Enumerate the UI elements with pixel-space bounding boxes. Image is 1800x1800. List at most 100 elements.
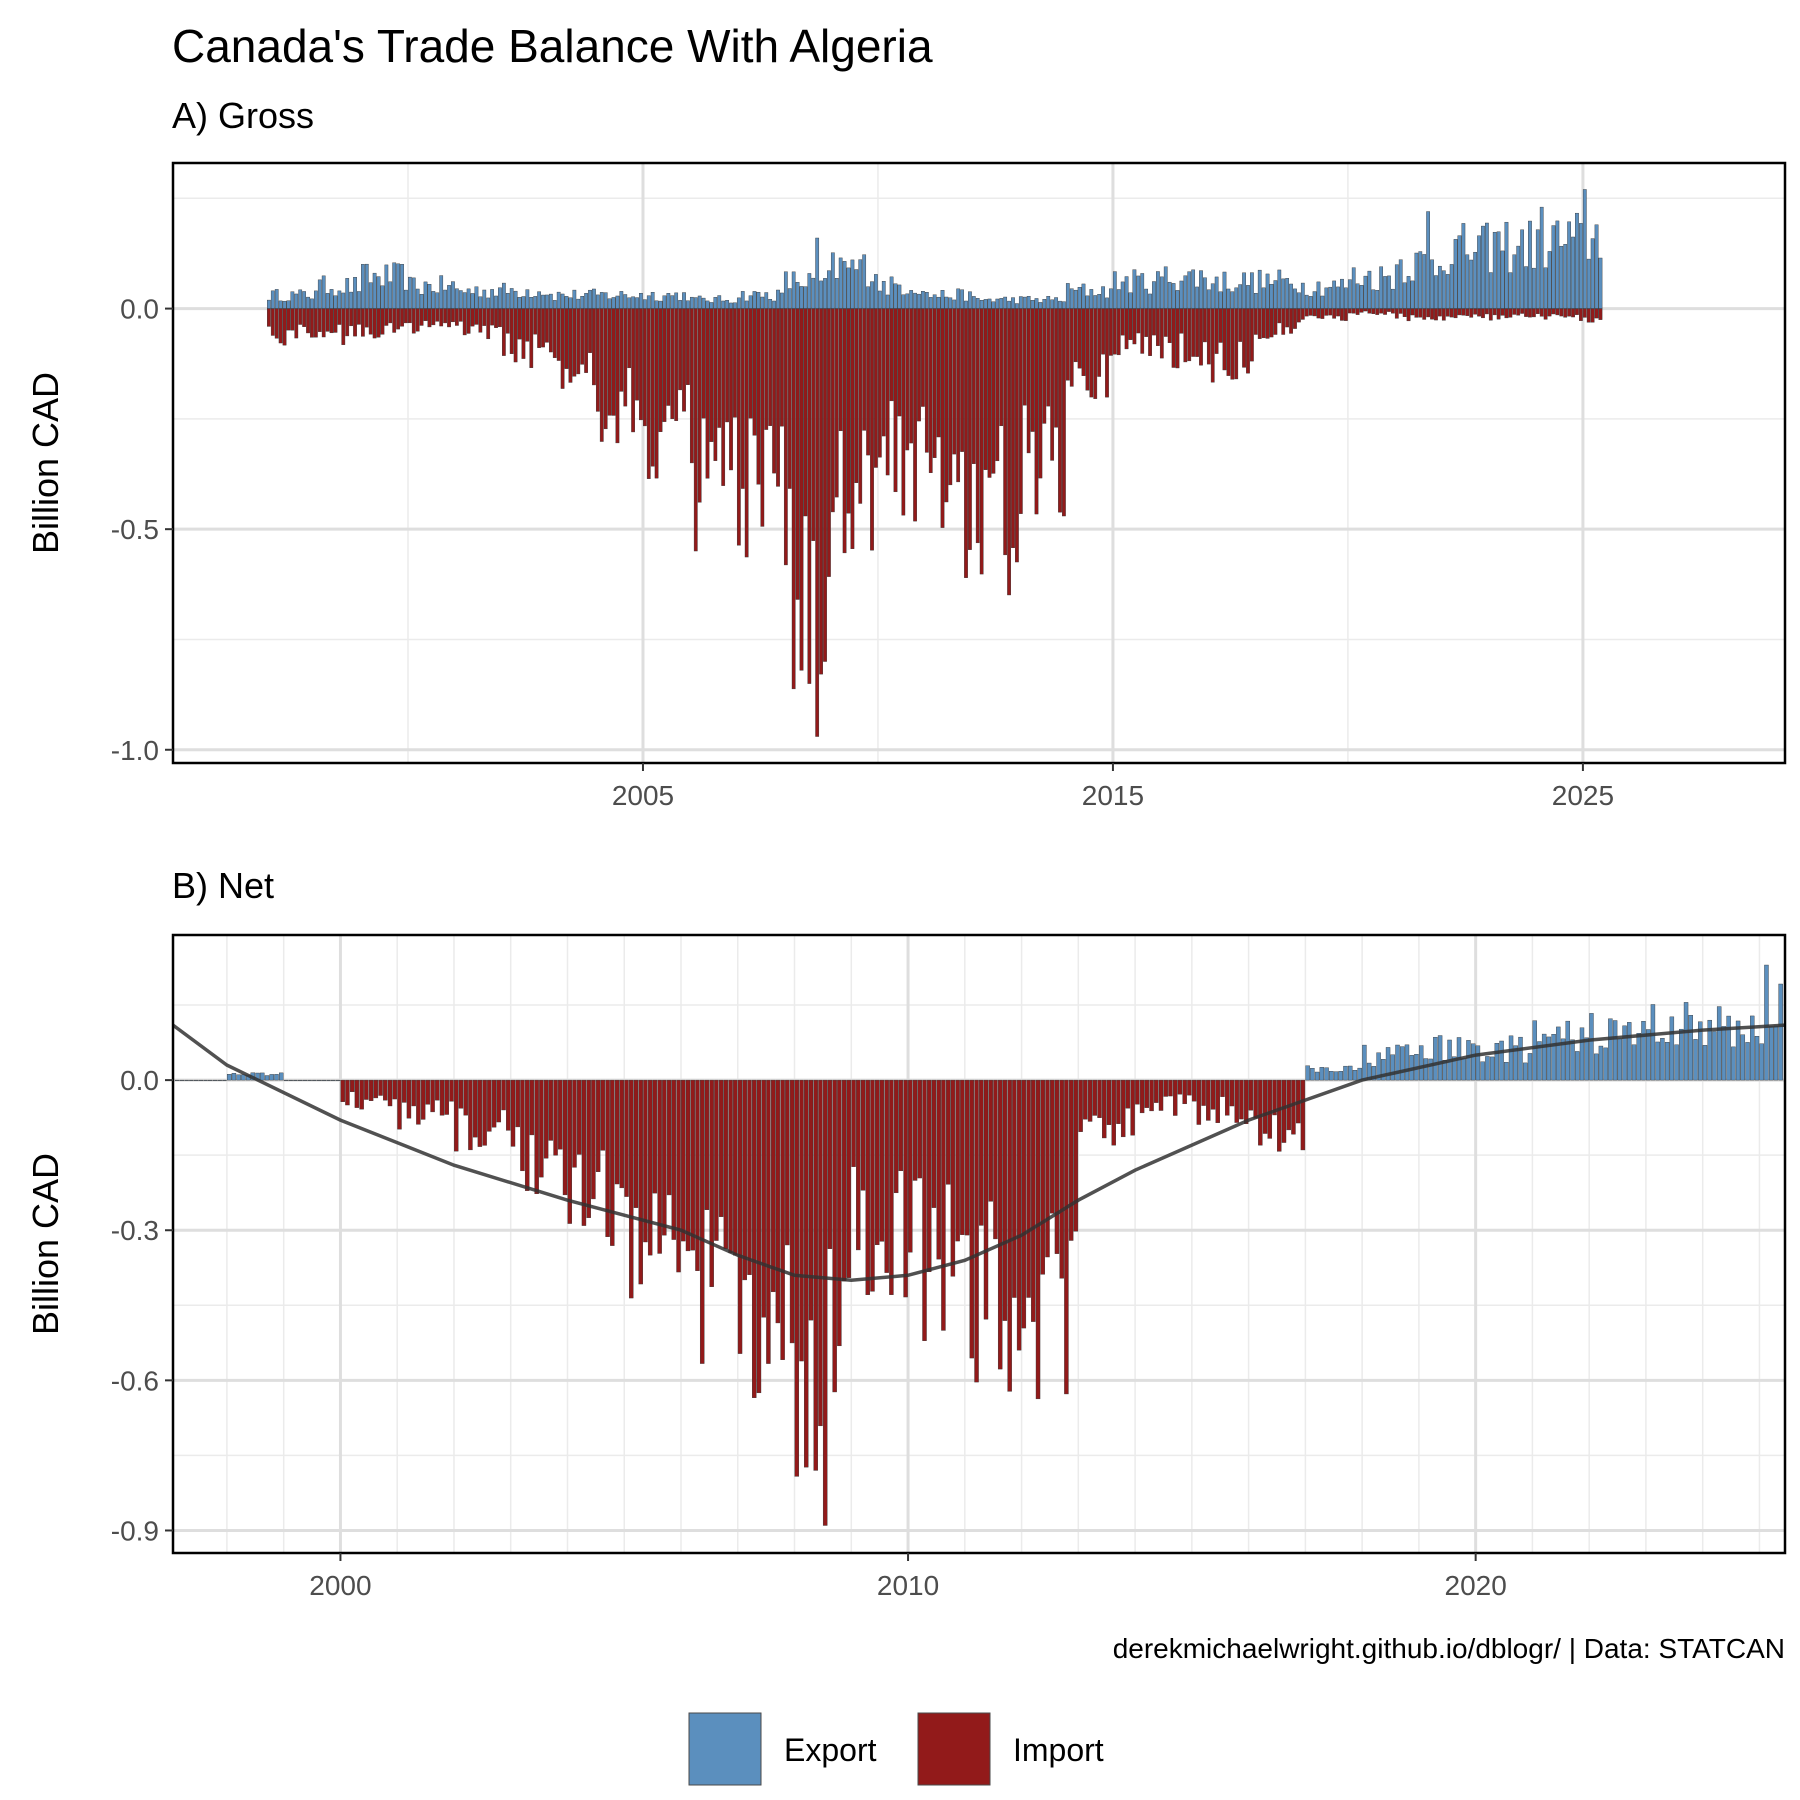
- import-bar: [1218, 308, 1223, 343]
- export-bar: [408, 276, 412, 309]
- export-bar: [462, 292, 467, 309]
- net-export-bar: [193, 1079, 199, 1081]
- net-import-bar: [383, 1079, 388, 1101]
- net-export-bar: [1593, 1053, 1599, 1081]
- import-bar: [400, 308, 404, 327]
- export-bar: [580, 296, 585, 309]
- export-bar: [552, 300, 557, 309]
- import-bar: [701, 308, 706, 419]
- export-bar: [764, 292, 769, 309]
- import-bar: [384, 308, 389, 326]
- export-bar: [1543, 267, 1548, 309]
- net-export-bar: [1655, 1041, 1660, 1081]
- net-import-bar: [548, 1079, 554, 1141]
- import-bar: [306, 308, 310, 334]
- import-bar: [1214, 308, 1219, 354]
- net-import-bar: [851, 1079, 856, 1167]
- net-import-bar: [1258, 1079, 1263, 1146]
- export-bar: [1273, 280, 1278, 309]
- net-export-bar: [1712, 1031, 1717, 1081]
- net-import-bar: [709, 1079, 714, 1287]
- net-export-bar: [1575, 1051, 1580, 1081]
- net-import-bar: [430, 1079, 435, 1113]
- import-bar: [646, 308, 651, 479]
- export-bar: [1387, 275, 1391, 309]
- export-bar: [921, 291, 925, 309]
- export-bar: [1234, 287, 1239, 309]
- import-bar: [956, 308, 961, 483]
- export-bar: [364, 263, 369, 309]
- import-bar: [1465, 308, 1470, 316]
- import-bar: [411, 308, 416, 334]
- export-bar: [513, 290, 518, 309]
- import-bar: [439, 308, 444, 327]
- net-import-bar: [671, 1079, 677, 1240]
- import-bar: [736, 308, 741, 546]
- import-bar: [1179, 308, 1184, 334]
- export-bar: [1308, 296, 1313, 309]
- y-tick-label: -0.3: [111, 1215, 159, 1246]
- net-import-bar: [676, 1079, 681, 1273]
- export-bar: [1473, 251, 1477, 309]
- import-bar: [1222, 308, 1227, 371]
- import-bar: [1069, 308, 1074, 387]
- import-bar: [1269, 308, 1274, 338]
- net-export-bar: [1433, 1036, 1438, 1081]
- export-bar: [1253, 293, 1258, 309]
- import-bar: [1402, 308, 1407, 317]
- export-bar: [1300, 282, 1305, 309]
- export-bar: [333, 295, 338, 309]
- net-import-bar: [1120, 1079, 1126, 1138]
- import-bar: [447, 308, 451, 328]
- export-bar: [1128, 292, 1133, 309]
- net-import-bar: [572, 1079, 577, 1168]
- export-bar: [1250, 272, 1254, 309]
- export-bar: [674, 292, 679, 309]
- export-bar: [987, 298, 992, 309]
- import-bar: [478, 308, 483, 333]
- export-bar: [498, 287, 502, 309]
- export-bar: [1461, 223, 1466, 309]
- export-bar: [815, 237, 820, 309]
- net-import-bar: [1243, 1079, 1249, 1124]
- net-export-bar: [1645, 1029, 1651, 1081]
- net-import-bar: [903, 1079, 908, 1298]
- export-bar: [1304, 294, 1309, 309]
- export-bar: [396, 263, 400, 309]
- export-bar: [1148, 293, 1152, 309]
- net-export-bar: [1608, 1018, 1613, 1081]
- net-import-bar: [1130, 1079, 1135, 1136]
- import-bar: [1156, 308, 1160, 346]
- net-export-bar: [1461, 1058, 1466, 1081]
- export-bar: [278, 300, 283, 309]
- net-import-bar: [846, 1079, 852, 1278]
- export-bar: [584, 293, 588, 309]
- net-import-bar: [979, 1079, 984, 1226]
- import-bar: [819, 308, 823, 675]
- net-export-bar: [1603, 1047, 1608, 1081]
- import-bar: [1112, 308, 1117, 355]
- export-bar: [975, 298, 980, 309]
- export-bar: [337, 290, 342, 309]
- import-bar: [748, 308, 753, 419]
- net-export-bar: [179, 1079, 185, 1081]
- import-bar: [1257, 308, 1262, 339]
- net-import-bar: [804, 1079, 809, 1468]
- import-bar: [533, 308, 538, 335]
- export-bar: [361, 264, 365, 309]
- net-export-bar: [1622, 1025, 1627, 1081]
- import-bar: [1289, 308, 1293, 334]
- net-import-bar: [610, 1079, 615, 1246]
- net-export-bar: [1470, 1043, 1476, 1081]
- import-bar: [823, 308, 827, 662]
- import-bar: [1042, 308, 1047, 424]
- export-bar: [1594, 224, 1599, 309]
- export-bar: [662, 295, 667, 309]
- export-bar: [1477, 235, 1481, 309]
- net-import-bar: [638, 1079, 643, 1285]
- net-export-bar: [264, 1075, 270, 1081]
- net-import-bar: [766, 1079, 771, 1364]
- export-bar: [689, 296, 694, 309]
- net-export-bar: [236, 1074, 241, 1081]
- net-import-bar: [349, 1079, 355, 1093]
